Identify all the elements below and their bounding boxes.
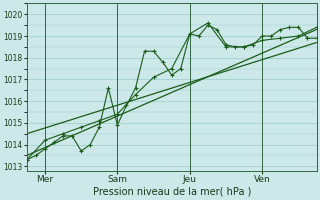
X-axis label: Pression niveau de la mer( hPa ): Pression niveau de la mer( hPa ) (92, 187, 251, 197)
